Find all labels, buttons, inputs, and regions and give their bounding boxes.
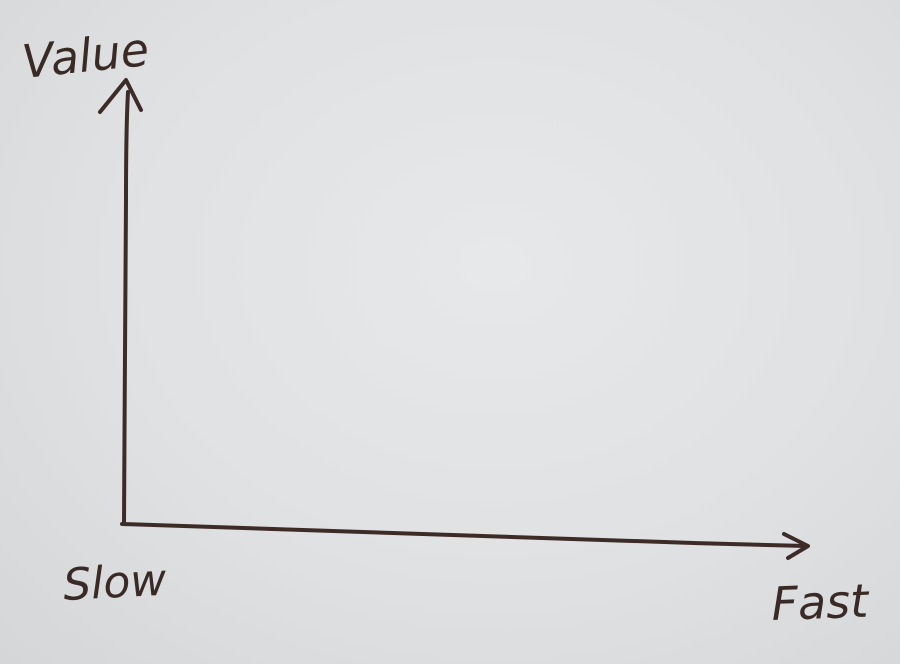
y-axis-arrowhead — [98, 78, 143, 114]
x-axis-end-label: Fast — [770, 574, 870, 631]
y-axis-label: Value — [20, 22, 152, 89]
x-axis-start-label: Slow — [62, 555, 169, 611]
y-axis-line — [122, 90, 130, 526]
x-axis-arrowhead — [782, 532, 810, 560]
x-axis-line — [120, 522, 808, 548]
